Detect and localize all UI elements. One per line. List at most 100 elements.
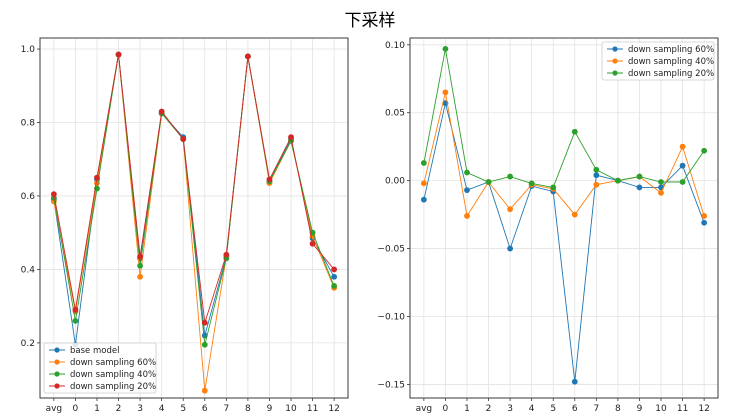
legend-label: down sampling 60% [628,45,714,55]
x-tick-label: 8 [615,404,621,414]
legend-marker [54,359,60,365]
data-point [331,266,338,273]
data-point [420,196,427,203]
x-tick-label: 2 [486,404,492,414]
x-tick-label: 3 [137,404,143,414]
data-point [571,128,578,135]
x-tick-label: 11 [307,404,318,414]
data-point [137,273,144,280]
y-tick-label: 0.4 [21,265,36,275]
x-tick-label: 10 [655,404,667,414]
legend-label: down sampling 40% [70,370,156,380]
x-tick-label: 10 [285,404,297,414]
data-point [679,179,686,185]
x-tick-label: 2 [116,404,122,414]
series-4 [50,51,338,326]
data-point [593,181,600,188]
y-tick-label: −0.10 [377,312,405,322]
y-tick-label: 0.2 [21,339,35,349]
data-point [223,251,230,258]
series-line [53,54,335,323]
x-tick-label: 1 [464,404,470,414]
x-tick-label: 6 [572,404,578,414]
data-point [420,160,427,166]
data-point [464,187,470,194]
data-point [201,387,208,394]
data-point [636,173,643,180]
x-tick-label: 6 [202,404,208,414]
x-tick-label: avg [46,404,63,414]
data-point [245,53,251,60]
data-point [180,136,187,142]
data-point [550,184,557,191]
plot-border [409,37,719,399]
data-point [464,169,470,176]
data-point [636,184,643,191]
y-tick-label: 0.00 [385,177,405,187]
x-tick-label: 4 [159,404,165,414]
data-point [309,240,316,247]
data-point [507,206,513,213]
legend: down sampling 60% down sampling 40% down s… [601,41,715,81]
legend: base model down sampling 60% down sampling… [43,342,157,394]
legend-marker [612,58,618,64]
data-point [331,283,338,289]
series-line [53,54,335,345]
data-point [701,147,708,154]
y-tick-label: −0.15 [377,380,405,390]
plot-frame [409,37,719,399]
chart-panel-2: avg 0 1 2 3 4 5 6 7 8 9 10 11 12−0.15−0.10−0.050.000.… [377,37,719,414]
data-point [331,273,338,280]
legend-marker [612,46,618,52]
data-point [485,179,492,185]
x-tick-label: 11 [677,404,688,414]
data-point [679,143,686,150]
data-point [658,179,664,185]
data-point [507,245,513,252]
data-point [658,189,664,196]
series-line [423,48,705,188]
data-point [94,180,100,187]
figure-title: 下采样 [344,11,396,31]
x-tick-label: 8 [245,404,251,414]
data-point [266,176,273,183]
data-point [137,262,144,269]
data-point [701,213,708,219]
data-point [201,341,208,348]
x-tick-label: avg [416,404,433,414]
data-point [593,172,600,179]
data-point [464,213,470,219]
x-tick-label: 12 [328,404,339,414]
x-tick-label: 9 [267,404,273,414]
data-point [115,51,122,58]
data-point [137,253,144,260]
legend-marker [612,70,618,76]
data-point [442,89,449,96]
series-3 [420,45,708,191]
legend-label: down sampling 40% [628,57,714,67]
x-tick-label: 9 [637,404,643,414]
x-tick-label: 3 [507,404,513,414]
x-tick-label: 5 [550,404,556,414]
legend-marker [54,347,60,353]
x-tick-label: 5 [180,404,186,414]
data-point [72,306,79,313]
plot-border [39,37,349,399]
legend-label: base model [70,346,119,356]
legend-label: down sampling 20% [628,69,714,79]
x-tick-label: 7 [593,404,599,414]
x-tick-label: 0 [73,404,79,414]
legend-marker [54,371,60,377]
data-point [528,180,535,187]
y-tick-label: 0.8 [21,118,36,128]
legend-box [43,342,157,394]
y-tick-label: 0.05 [385,109,405,119]
x-tick-label: 0 [443,404,449,414]
data-point [615,177,621,184]
data-point [72,317,79,324]
data-point [309,229,316,236]
data-point [442,45,449,52]
data-point [94,174,100,181]
series-line [423,103,705,382]
